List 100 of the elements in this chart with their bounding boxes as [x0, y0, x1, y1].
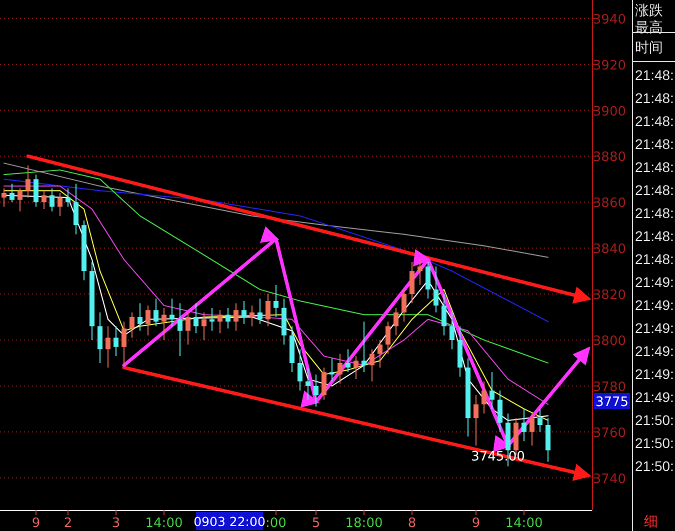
candlestick — [98, 312, 102, 364]
candlestick — [202, 312, 206, 340]
x-tick-label: 14:00 — [505, 516, 543, 531]
candlestick — [130, 312, 134, 338]
text: 21:49: — [635, 366, 674, 382]
y-tick-label: 3760 — [592, 426, 626, 441]
candlestick — [410, 261, 414, 304]
candlestick — [266, 294, 270, 327]
candlestick — [250, 305, 254, 327]
text: 涨跌 — [635, 2, 663, 18]
x-tick-label: 18:00 — [345, 516, 383, 531]
x-tick-label: 9 — [472, 516, 480, 531]
text: 21:49: — [635, 297, 674, 313]
candlestick — [146, 305, 150, 336]
text: 21:48: — [635, 136, 674, 152]
candlestick — [178, 302, 182, 357]
y-tick-label: 3740 — [592, 472, 626, 487]
candlestick — [330, 358, 334, 382]
y-tick-label: 3820 — [592, 288, 626, 304]
candlestick — [18, 188, 22, 212]
text: 21:48: — [635, 251, 674, 267]
candlestick — [2, 188, 6, 208]
text: 21:50: — [635, 458, 674, 474]
candlestick — [42, 190, 46, 210]
candlestick — [298, 348, 302, 392]
candlestick — [538, 408, 542, 432]
candlestick — [482, 380, 486, 414]
candlestick — [194, 302, 198, 334]
candlestick — [426, 261, 430, 300]
candlestick — [274, 284, 278, 318]
candlestick — [346, 348, 350, 373]
candlestick — [34, 174, 38, 208]
text: 21:48: — [635, 205, 674, 221]
line-series — [3, 169, 549, 364]
candlestick — [498, 390, 502, 432]
candlestick — [370, 348, 374, 382]
line-series — [3, 162, 549, 258]
candlestick — [434, 266, 438, 313]
candlestick — [522, 408, 526, 442]
candlestick — [258, 298, 262, 324]
candlestick — [170, 298, 174, 327]
candlestick — [74, 183, 78, 235]
y-tick-label: 3840 — [592, 242, 626, 258]
candlestick — [138, 302, 142, 332]
text: 21:48: — [635, 182, 674, 198]
candlestick — [418, 259, 422, 286]
candlestick — [226, 307, 230, 330]
candlestick — [530, 413, 534, 446]
x-tick-label: 9 — [32, 516, 40, 531]
x-tick-label: :00 — [266, 516, 286, 531]
text: 21:48: — [635, 67, 674, 83]
candlestick — [242, 300, 246, 324]
y-tick-label: 3940 — [592, 12, 626, 28]
candlestick — [362, 321, 366, 373]
candlestick — [66, 188, 70, 208]
text: 时间 — [635, 39, 663, 55]
text: 21:49: — [635, 343, 674, 359]
text: 21:48: — [635, 159, 674, 175]
candlestick — [122, 321, 126, 366]
x-tick-label: 3 — [112, 516, 120, 531]
x-tick-label: 14:00 — [145, 516, 183, 531]
text: 21:50: — [635, 412, 674, 428]
candlestick — [490, 372, 494, 410]
candlestick — [450, 312, 454, 350]
y-tick-label: 3860 — [592, 196, 626, 212]
text: 21:48: — [635, 90, 674, 106]
candlestick — [218, 310, 222, 334]
candlestick — [394, 307, 398, 336]
x-tick-label: 8 — [408, 516, 416, 531]
y-tick-label: 3900 — [592, 104, 626, 120]
text: 最高 — [635, 19, 663, 35]
text: 21:50: — [635, 435, 674, 451]
candlestick — [442, 294, 446, 336]
candlestick — [26, 164, 30, 198]
candlestick — [338, 353, 342, 384]
candlestick — [234, 302, 238, 332]
y-tick-label: 3800 — [592, 334, 626, 349]
line-series — [3, 178, 549, 322]
candlestick — [314, 374, 318, 408]
y-tick-label: 3920 — [592, 58, 626, 74]
candlestick — [402, 288, 406, 322]
x-tick-label: 2 — [64, 516, 72, 531]
text: 3775 — [595, 395, 629, 410]
candlestick — [50, 188, 54, 212]
y-tick-label: 3780 — [592, 380, 626, 395]
candlestick — [322, 367, 326, 400]
candlestick — [10, 183, 14, 203]
candlestick — [154, 298, 158, 327]
candlestick — [186, 312, 190, 346]
candlestick — [114, 326, 118, 357]
candlestick — [58, 192, 62, 216]
candlestick — [354, 356, 358, 380]
candlestick — [306, 367, 310, 400]
text: 21:49: — [635, 389, 674, 405]
x-tick-label: 5 — [312, 516, 320, 531]
candlestick — [378, 340, 382, 368]
text: 21:49: — [635, 274, 674, 290]
text: 21:48: — [635, 228, 674, 244]
candlestick — [474, 394, 478, 446]
text: 21:49: — [635, 320, 674, 336]
